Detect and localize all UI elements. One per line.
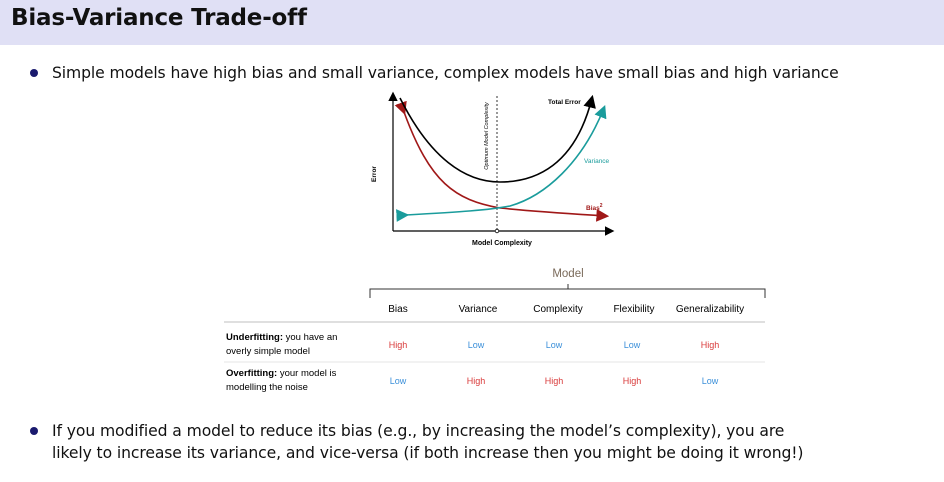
row-label-overfitting-line2: modelling the noise bbox=[226, 382, 308, 393]
y-axis-label: Error bbox=[371, 166, 378, 182]
variance-label: Variance bbox=[584, 158, 610, 165]
col-header-complexity: Complexity bbox=[533, 304, 582, 315]
row-label-overfitting: Overfitting: your model is bbox=[226, 368, 337, 379]
model-bracket bbox=[369, 288, 766, 298]
cell-overfit-flexibility: High bbox=[623, 376, 642, 386]
bullet-point-2: If you modified a model to reduce its bi… bbox=[30, 420, 930, 468]
col-header-generalizability: Generalizability bbox=[676, 304, 744, 315]
cell-underfit-complexity: Low bbox=[546, 340, 563, 350]
col-header-variance: Variance bbox=[459, 304, 498, 315]
bullet-text-1: Simple models have high bias and small v… bbox=[52, 64, 839, 82]
row-label-underfitting: Underfitting: you have an bbox=[226, 332, 337, 343]
cell-overfit-variance: High bbox=[467, 376, 486, 386]
model-comparison-table: Model Bias Variance Complexity Flexibili… bbox=[224, 268, 766, 393]
cell-underfit-generalizability: High bbox=[701, 340, 720, 350]
x-axis-label: Model Complexity bbox=[472, 240, 532, 247]
cell-underfit-flexibility: Low bbox=[624, 340, 641, 350]
cell-overfit-generalizability: Low bbox=[702, 376, 719, 386]
col-header-bias: Bias bbox=[388, 304, 407, 315]
bullet-point-1: Simple models have high bias and small v… bbox=[30, 62, 930, 84]
bullet-text-2: If you modified a model to reduce its bi… bbox=[52, 422, 804, 462]
model-group-header: Model bbox=[552, 268, 583, 280]
title-bar: Bias-Variance Trade-off bbox=[0, 0, 944, 45]
cell-overfit-complexity: High bbox=[545, 376, 564, 386]
bullet-dot-icon bbox=[30, 69, 38, 77]
total-error-label: Total Error bbox=[548, 99, 581, 106]
slide-title: Bias-Variance Trade-off bbox=[11, 5, 307, 31]
optimum-label: Optimum Model Complexity bbox=[484, 101, 490, 170]
bias-curve bbox=[394, 100, 610, 222]
variance-curve bbox=[396, 105, 607, 222]
total-error-curve bbox=[399, 94, 596, 183]
row-label-underfitting-line2: overly simple model bbox=[226, 346, 310, 357]
col-header-flexibility: Flexibility bbox=[613, 304, 654, 315]
optimum-tick bbox=[494, 228, 500, 234]
cell-underfit-bias: High bbox=[389, 340, 408, 350]
bias-variance-figure: Error Model Complexity Optimum Model Com… bbox=[371, 91, 615, 247]
bias-label: Bias2 bbox=[586, 203, 603, 212]
cell-underfit-variance: Low bbox=[468, 340, 485, 350]
bullet-dot-icon bbox=[30, 427, 38, 435]
cell-overfit-bias: Low bbox=[390, 376, 407, 386]
